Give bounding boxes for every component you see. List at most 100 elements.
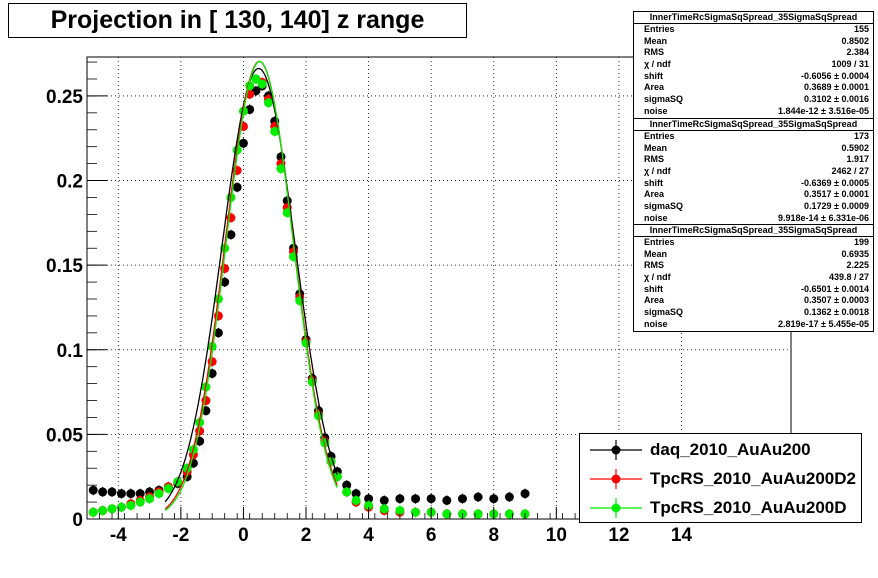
data-point [379, 504, 389, 514]
fit-curve-0 [164, 67, 338, 503]
stats-row: RMS 2.225 [634, 260, 873, 272]
data-point [351, 495, 361, 505]
stats-label: noise [644, 318, 668, 329]
data-point [489, 494, 499, 504]
fit-curve-2 [164, 60, 338, 511]
stats-label: noise [644, 212, 668, 223]
stats-box-1: InnerTimeRcSigmaSqSpread_35SigmaSqSpread… [633, 11, 874, 119]
stats-value: 439.8 / 27 [828, 272, 869, 283]
stats-value: 0.6935 [841, 248, 869, 259]
data-point [116, 502, 126, 512]
data-point [263, 98, 273, 108]
x-tick-label: 12 [608, 525, 629, 546]
data-point [88, 485, 98, 495]
stats-row: RMS 1.917 [634, 154, 873, 166]
stats-value: 173 [853, 131, 869, 141]
stats-row: shift -0.6501 ± 0.0014 [634, 284, 873, 296]
y-tick-label: 0.05 [46, 425, 83, 446]
data-point [442, 509, 452, 519]
stats-row: RMS 2.384 [634, 47, 873, 59]
data-point [88, 507, 98, 517]
series-1 [88, 74, 530, 519]
data-point [126, 489, 136, 499]
stats-label: Entries [644, 131, 675, 141]
data-point [107, 487, 117, 497]
stats-label: RMS [644, 260, 664, 271]
stats-label: sigmaSQ [644, 94, 684, 105]
data-point [107, 504, 117, 514]
stats-row: Entries 173 [634, 131, 873, 143]
stats-label: RMS [644, 154, 664, 165]
stats-value: 0.3517 ± 0.0001 [804, 189, 869, 200]
legend-label-daq: daq_2010_AuAu200 [650, 440, 811, 459]
x-tick-label: 14 [671, 525, 693, 546]
data-point [251, 74, 261, 84]
x-tick-label: 8 [488, 525, 499, 546]
data-point [411, 507, 421, 517]
legend: daq_2010_AuAu200 TpcRS_2010_AuAu200D2 Tp… [579, 433, 862, 523]
stats-value: 0.3507 ± 0.0003 [804, 295, 869, 306]
fit-curve-1 [164, 60, 338, 510]
data-point [270, 126, 280, 136]
data-point [442, 495, 452, 505]
stats-value: 9.918e-14 ± 6.331e-06 [777, 212, 869, 223]
data-point [364, 500, 374, 510]
stats-value: 199 [853, 237, 869, 247]
data-point [504, 509, 514, 519]
y-tick-label: 0.1 [57, 341, 84, 362]
stats-label: Area [644, 189, 665, 200]
stats-label: Area [644, 295, 665, 306]
data-point [135, 497, 145, 507]
stats-value: -0.6369 ± 0.0005 [801, 177, 869, 188]
stats-row: shift -0.6369 ± 0.0005 [634, 178, 873, 190]
stats-label: Mean [644, 142, 668, 153]
stats-label: shift [644, 177, 663, 188]
data-point [379, 495, 389, 505]
stats-value: 2.384 [846, 47, 869, 58]
stats-label: Entries [644, 237, 675, 247]
stats-value: -0.6056 ± 0.0004 [801, 70, 869, 81]
stats-value: -0.6501 ± 0.0014 [801, 283, 869, 294]
data-point [504, 492, 514, 502]
legend-item-daq: daq_2010_AuAu200 [580, 436, 863, 464]
stats-row: sigmaSQ 0.1729 ± 0.0009 [634, 201, 873, 213]
stats-value: 0.8502 [841, 35, 869, 46]
data-point [213, 328, 223, 338]
stats-box-2: InnerTimeRcSigmaSqSpread_35SigmaSqSpread… [633, 118, 874, 226]
data-point [232, 182, 242, 192]
stats-label: shift [644, 283, 663, 294]
x-tick-label: 2 [301, 525, 312, 546]
stats-row: Mean 0.5902 [634, 143, 873, 155]
stats-value: 0.5902 [841, 142, 869, 153]
data-point [238, 138, 248, 148]
stats-value: 1.917 [846, 154, 869, 165]
stats-value: 0.1362 ± 0.0018 [804, 307, 869, 318]
x-tick-label: -4 [110, 525, 127, 546]
stats-row: noise 2.819e-17 ± 5.455e-05 [634, 319, 873, 331]
data-point [473, 492, 483, 502]
stats-row: Entries 199 [634, 237, 873, 249]
stats-row: Area 0.3517 ± 0.0001 [634, 189, 873, 201]
chart-title: Projection in [ 130, 140] z range [8, 3, 467, 38]
stats-row: noise 1.844e-12 ± 3.516e-05 [634, 106, 873, 118]
data-point [364, 494, 374, 504]
legend-item-tpcrs-d: TpcRS_2010_AuAu200D [580, 494, 863, 522]
data-point [154, 489, 164, 499]
stats-label: RMS [644, 47, 664, 58]
x-tick-label: -2 [172, 525, 189, 546]
data-point [163, 484, 173, 494]
series-2 [88, 74, 530, 519]
stats-box-3: InnerTimeRcSigmaSqSpread_35SigmaSqSpread… [633, 224, 874, 332]
legend-swatch-tpcrs-d2 [590, 469, 642, 489]
data-point [98, 506, 108, 516]
stats-value: 1.844e-12 ± 3.516e-05 [777, 105, 869, 116]
data-point [98, 487, 108, 497]
chart-marks [88, 74, 530, 519]
data-point [342, 487, 352, 497]
data-point [520, 489, 530, 499]
series-0 [88, 80, 530, 506]
data-point [351, 489, 361, 499]
x-tick-label: 6 [426, 525, 437, 546]
stats-label: χ / ndf [644, 272, 671, 283]
data-point [145, 494, 155, 504]
